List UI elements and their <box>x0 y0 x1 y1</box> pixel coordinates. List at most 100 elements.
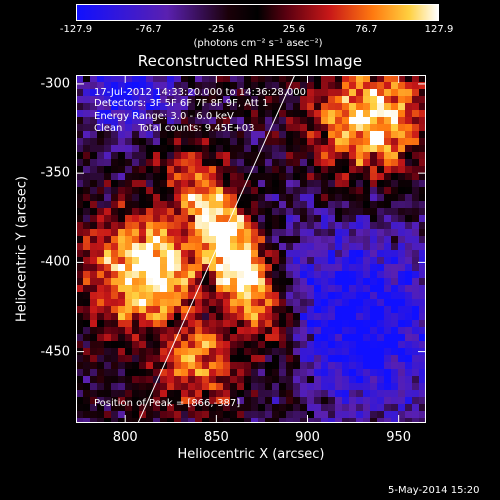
heatmap-cell <box>118 390 126 398</box>
heatmap-cell <box>174 215 182 223</box>
heatmap-cell <box>412 306 420 314</box>
heatmap-cell <box>363 89 371 97</box>
heatmap-cell <box>237 383 245 391</box>
heatmap-cell <box>174 299 182 307</box>
heatmap-cell <box>412 264 420 272</box>
heatmap-cell <box>188 215 196 223</box>
heatmap-cell <box>216 264 224 272</box>
x-axis-label: Heliocentric X (arcsec) <box>177 447 325 462</box>
heatmap-cell <box>97 124 105 132</box>
heatmap-cell <box>314 131 322 139</box>
heatmap-cell <box>174 418 182 423</box>
heatmap-cell <box>328 397 336 405</box>
heatmap-cell <box>104 299 112 307</box>
heatmap-cell <box>244 362 252 370</box>
heatmap-cell <box>160 89 168 97</box>
heatmap-cell <box>335 222 343 230</box>
heatmap-cell <box>237 138 245 146</box>
heatmap-cell <box>328 369 336 377</box>
heatmap-cell <box>118 194 126 202</box>
heatmap-cell <box>230 82 238 90</box>
heatmap-cell <box>174 89 182 97</box>
heatmap-cell <box>356 82 364 90</box>
heatmap-cell <box>363 173 371 181</box>
heatmap-cell <box>244 285 252 293</box>
heatmap-cell <box>188 131 196 139</box>
heatmap-cell <box>181 110 189 118</box>
heatmap-cell <box>384 103 392 111</box>
heatmap-cell <box>188 222 196 230</box>
heatmap-cell <box>202 173 210 181</box>
heatmap-cell <box>328 327 336 335</box>
heatmap-cell <box>307 75 315 83</box>
heatmap-cell <box>244 376 252 384</box>
heatmap-cell <box>384 306 392 314</box>
heatmap-cell <box>377 285 385 293</box>
heatmap-cell <box>314 75 322 83</box>
heatmap-cell <box>300 166 308 174</box>
heatmap-cell <box>216 82 224 90</box>
heatmap-cell <box>342 145 350 153</box>
heatmap-cell <box>244 89 252 97</box>
heatmap-cell <box>279 278 287 286</box>
heatmap-cell <box>230 299 238 307</box>
heatmap-cell <box>384 159 392 167</box>
heatmap-cell <box>216 89 224 97</box>
heatmap-cell <box>118 138 126 146</box>
heatmap-cell <box>153 82 161 90</box>
heatmap-cell <box>391 138 399 146</box>
heatmap-cell <box>90 131 98 139</box>
heatmap-cell <box>125 348 133 356</box>
heatmap-cell <box>398 250 406 258</box>
heatmap-cell <box>104 250 112 258</box>
heatmap-cell <box>160 278 168 286</box>
heatmap-cell <box>132 271 140 279</box>
heatmap-cell <box>167 362 175 370</box>
heatmap-cell <box>146 355 154 363</box>
heatmap-cell <box>272 327 280 335</box>
heatmap-cell <box>97 215 105 223</box>
heatmap-cell <box>160 194 168 202</box>
heatmap-cell <box>307 138 315 146</box>
heatmap-cell <box>118 348 126 356</box>
heatmap-cell <box>90 383 98 391</box>
heatmap-cell <box>251 215 259 223</box>
heatmap-cell <box>76 257 84 265</box>
heatmap-cell <box>300 215 308 223</box>
heatmap-cell <box>132 222 140 230</box>
heatmap-cell <box>132 376 140 384</box>
heatmap-cell <box>286 355 294 363</box>
heatmap-cell <box>363 257 371 265</box>
heatmap-cell <box>279 264 287 272</box>
heatmap-cell <box>125 145 133 153</box>
heatmap-cell <box>90 264 98 272</box>
heatmap-cell <box>314 376 322 384</box>
heatmap-cell <box>314 229 322 237</box>
heatmap-cell <box>111 152 119 160</box>
heatmap-cell <box>349 82 357 90</box>
heatmap-cell <box>153 222 161 230</box>
heatmap-cell <box>104 327 112 335</box>
heatmap-cell <box>384 418 392 423</box>
heatmap-cell <box>419 404 426 412</box>
heatmap-cell <box>244 208 252 216</box>
heatmap-cell <box>349 355 357 363</box>
heatmap-cell <box>230 124 238 132</box>
heatmap-cell <box>405 299 413 307</box>
heatmap-cell <box>279 110 287 118</box>
heatmap-cell <box>370 208 378 216</box>
heatmap-cell <box>216 404 224 412</box>
heatmap-cell <box>132 124 140 132</box>
heatmap-cell <box>167 264 175 272</box>
heatmap-cell <box>391 96 399 104</box>
heatmap-cell <box>230 145 238 153</box>
heatmap-cell <box>265 75 273 83</box>
heatmap-cell <box>223 96 231 104</box>
heatmap-cell <box>167 390 175 398</box>
annotation-peak: Position of Peak = [866,-387] <box>94 398 241 409</box>
heatmap-cell <box>412 138 420 146</box>
heatmap-cell <box>279 376 287 384</box>
heatmap-cell <box>146 257 154 265</box>
heatmap-cell <box>349 264 357 272</box>
heatmap-cell <box>300 152 308 160</box>
